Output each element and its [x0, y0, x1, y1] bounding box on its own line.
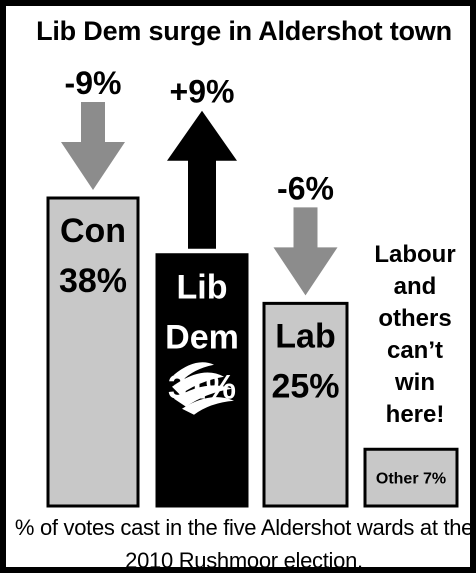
change-label: -9%	[65, 65, 122, 101]
note-line: and	[393, 273, 437, 300]
bar-label: Lab	[275, 317, 335, 355]
labour-note: Labour and others can’t win here!	[350, 239, 476, 431]
note-line: here!	[385, 401, 445, 428]
down-arrow-icon	[61, 102, 125, 190]
down-arrow-icon	[273, 207, 338, 296]
bar-con	[46, 196, 140, 508]
bar-label: Other 7%	[376, 471, 446, 488]
up-arrow-icon	[167, 110, 237, 249]
bar-label: 25%	[271, 367, 339, 405]
note-line: can’t	[386, 337, 443, 364]
bar-label: Dem	[165, 319, 239, 357]
bar-label: Con	[60, 212, 126, 250]
footnote: % of votes cast in the five Aldershot wa…	[14, 515, 474, 573]
chart-title: Lib Dem surge in Aldershot town	[36, 16, 452, 46]
bar-label: 38%	[59, 262, 127, 300]
change-label: +9%	[170, 74, 235, 110]
note-line: Labour	[374, 241, 456, 268]
note-line: others	[378, 305, 452, 332]
change-label: -6%	[277, 170, 334, 206]
bar-label: Lib	[177, 269, 228, 307]
note-line: win	[395, 369, 435, 396]
bar-lab	[262, 301, 349, 508]
bar-other	[363, 447, 459, 508]
lib-dem-bird-icon	[172, 362, 234, 415]
